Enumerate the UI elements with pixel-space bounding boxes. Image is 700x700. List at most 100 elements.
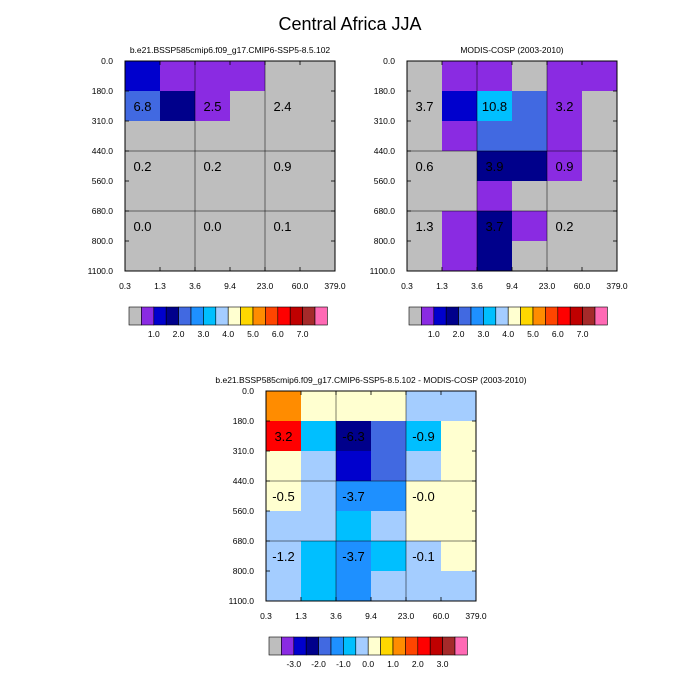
- heatmap-cell: [477, 181, 513, 212]
- colorbar-label: 7.0: [577, 329, 589, 339]
- heatmap-cell: [547, 121, 583, 152]
- colorbar-swatch: [532, 306, 546, 326]
- heatmap-cell: [547, 241, 583, 272]
- data-label: 3.2: [555, 99, 573, 114]
- data-label: -3.7: [342, 549, 364, 564]
- heatmap-cell: [195, 91, 231, 122]
- y-tick-label: 680.0: [233, 536, 255, 546]
- colorbar-swatch: [293, 636, 307, 656]
- colorbar-swatch: [128, 306, 142, 326]
- heatmap-cell: [442, 91, 478, 122]
- colorbar-swatch: [330, 636, 344, 656]
- chart-panel-1: b.e21.BSSP585cmip6.f09_g17.CMIP6-SSP5-8.…: [88, 45, 346, 339]
- heatmap-cell: [336, 511, 372, 542]
- chart-panel-2: MODIS-COSP (2003-2010) 0.3 1.3 3.6 9.4 23.0 60…: [370, 45, 628, 339]
- colorbar-swatch: [314, 306, 328, 326]
- heatmap-cell: [336, 541, 372, 572]
- heatmap-cell: [125, 211, 161, 242]
- heatmap-cell: [441, 451, 477, 482]
- heatmap-cell: [195, 151, 231, 182]
- heatmap-cell: [371, 451, 407, 482]
- heatmap-cell: [512, 91, 548, 122]
- data-label: -1.2: [272, 549, 294, 564]
- y-tick-label: 800.0: [374, 236, 396, 246]
- heatmap-cell: [125, 61, 161, 92]
- x-tick-label: 9.4: [224, 281, 236, 291]
- colorbar-swatch: [227, 306, 241, 326]
- data-label: 3.2: [274, 429, 292, 444]
- heatmap-cell: [547, 61, 583, 92]
- heatmap-cell: [230, 211, 266, 242]
- colorbar-label: 5.0: [527, 329, 539, 339]
- heatmap-cell: [301, 481, 337, 512]
- heatmap-cell: [265, 211, 301, 242]
- colorbar-swatch: [281, 636, 295, 656]
- colorbar-swatch: [380, 636, 394, 656]
- heatmap-cell: [371, 541, 407, 572]
- colorbar-swatch: [495, 306, 509, 326]
- heatmap-cell: [477, 211, 513, 242]
- panels: b.e21.BSSP585cmip6.f09_g17.CMIP6-SSP5-8.…: [88, 45, 628, 669]
- heatmap-cell: [230, 241, 266, 272]
- heatmap-cell: [407, 151, 443, 182]
- y-tick-label: 310.0: [374, 116, 396, 126]
- heatmap-cell: [301, 421, 337, 452]
- colorbar-swatch: [141, 306, 155, 326]
- colorbar-label: 7.0: [297, 329, 309, 339]
- x-tick-label: 0.3: [119, 281, 131, 291]
- x-tick-label: 60.0: [574, 281, 591, 291]
- x-tick-label: 23.0: [539, 281, 556, 291]
- heatmap-cell: [265, 151, 301, 182]
- heatmap-cell: [300, 211, 336, 242]
- x-tick-label: 379.0: [465, 611, 487, 621]
- colorbar-swatch: [405, 636, 419, 656]
- data-label: 2.5: [203, 99, 221, 114]
- heatmap-cell: [441, 391, 477, 422]
- heatmap-cell: [300, 121, 336, 152]
- heatmap-cell: [406, 391, 442, 422]
- heatmap-cell: [442, 121, 478, 152]
- colorbar-swatch: [203, 306, 217, 326]
- colorbar-swatch: [305, 636, 319, 656]
- data-label: 0.2: [555, 219, 573, 234]
- heatmap-cell: [125, 181, 161, 212]
- heatmap-cell: [406, 541, 442, 572]
- heatmap-cell: [160, 151, 196, 182]
- colorbar-swatch: [343, 636, 357, 656]
- colorbar-swatch: [594, 306, 608, 326]
- data-label: 0.9: [273, 159, 291, 174]
- y-tick-label: 180.0: [92, 86, 114, 96]
- heatmap-cell: [160, 181, 196, 212]
- heatmap-cell: [300, 181, 336, 212]
- x-tick-label: 1.3: [436, 281, 448, 291]
- heatmap-cell: [230, 61, 266, 92]
- y-tick-label: 440.0: [92, 146, 114, 156]
- x-tick-label: 3.6: [471, 281, 483, 291]
- colorbar-swatch: [165, 306, 179, 326]
- colorbar-swatch: [445, 306, 459, 326]
- colorbar: 1.0 2.0 3.0 4.0 5.0 6.0 7.0: [128, 306, 328, 339]
- y-tick-label: 800.0: [92, 236, 114, 246]
- colorbar-label: 1.0: [428, 329, 440, 339]
- data-label: 0.6: [415, 159, 433, 174]
- colorbar-swatch: [483, 306, 497, 326]
- heatmap-cell: [266, 511, 302, 542]
- heatmap-cell: [266, 571, 302, 602]
- heatmap-cell: [477, 151, 513, 182]
- heatmap-cell: [336, 451, 372, 482]
- heatmap-cell: [265, 91, 301, 122]
- x-tick-label: 23.0: [257, 281, 274, 291]
- heatmap-cell: [371, 481, 407, 512]
- heatmap-cell: [407, 181, 443, 212]
- x-tick-label: 9.4: [365, 611, 377, 621]
- heatmap-cell: [371, 511, 407, 542]
- data-label: 3.7: [415, 99, 433, 114]
- heatmap-cell: [582, 61, 618, 92]
- heatmap-cell: [582, 121, 618, 152]
- heatmap-cell: [406, 571, 442, 602]
- heatmap-cell: [160, 241, 196, 272]
- colorbar-label: -1.0: [336, 659, 351, 669]
- data-label: -0.9: [412, 429, 434, 444]
- heatmap-cell: [441, 421, 477, 452]
- y-tick-label: 180.0: [374, 86, 396, 96]
